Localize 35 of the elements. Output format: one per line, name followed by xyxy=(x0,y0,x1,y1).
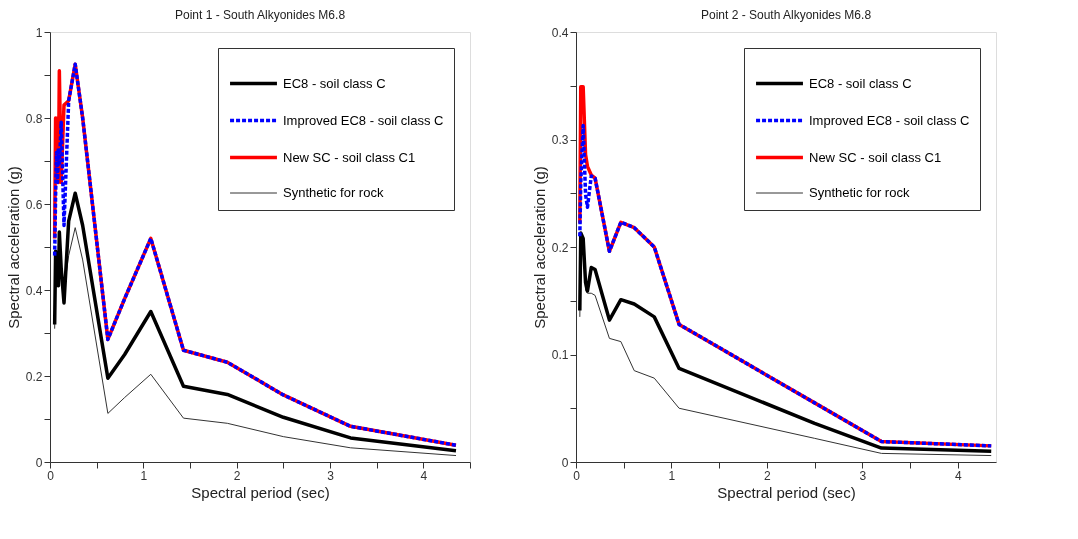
y-tick-label: 0.1 xyxy=(551,348,569,362)
legend-label: EC8 - soil class C xyxy=(809,75,912,91)
legend-label: Synthetic for rock xyxy=(283,185,384,200)
x-tick-label: 4 xyxy=(954,468,962,483)
y-tick-label: 0.4 xyxy=(551,25,569,40)
y-tick-label: 1 xyxy=(35,25,43,40)
y-tick-label: 0 xyxy=(561,455,569,470)
legend-label: Improved EC8 - soil class C xyxy=(809,112,970,128)
y-tick-label: 0 xyxy=(35,455,43,470)
legend-label: New SC - soil class C1 xyxy=(283,149,416,165)
legend-label: Improved EC8 - soil class C xyxy=(283,112,444,128)
y-tick-label: 0.3 xyxy=(551,133,569,147)
x-tick-label: 0 xyxy=(573,468,581,483)
x-tick-label: 4 xyxy=(420,468,428,483)
y-axis-title: Spectral acceleration (g) xyxy=(4,166,22,329)
y-tick-label: 0.2 xyxy=(25,369,43,384)
legend-label: Synthetic for rock xyxy=(809,185,910,200)
x-axis-title: Spectral period (sec) xyxy=(191,483,330,501)
legend-label: EC8 - soil class C xyxy=(283,75,386,91)
x-tick-label: 2 xyxy=(233,468,241,483)
y-axis-title: Spectral acceleration (g) xyxy=(530,166,548,329)
y-tick-label: 0.4 xyxy=(25,283,43,298)
legend-label: New SC - soil class C1 xyxy=(809,149,942,165)
chart-title: Point 2 - South Alkyonides M6.8 xyxy=(700,8,872,22)
x-tick-label: 2 xyxy=(764,468,772,483)
x-tick-label: 3 xyxy=(859,468,867,483)
y-tick-label: 0.8 xyxy=(25,111,43,126)
x-tick-label: 0 xyxy=(47,468,55,483)
x-axis-title: Spectral period (sec) xyxy=(717,483,856,501)
chart-title: Point 1 - South Alkyonides M6.8 xyxy=(174,8,346,22)
y-tick-label: 0.2 xyxy=(551,240,569,255)
x-tick-label: 1 xyxy=(668,468,676,483)
x-tick-label: 3 xyxy=(327,468,335,483)
y-tick-label: 0.6 xyxy=(25,197,43,212)
x-tick-label: 1 xyxy=(140,468,148,483)
